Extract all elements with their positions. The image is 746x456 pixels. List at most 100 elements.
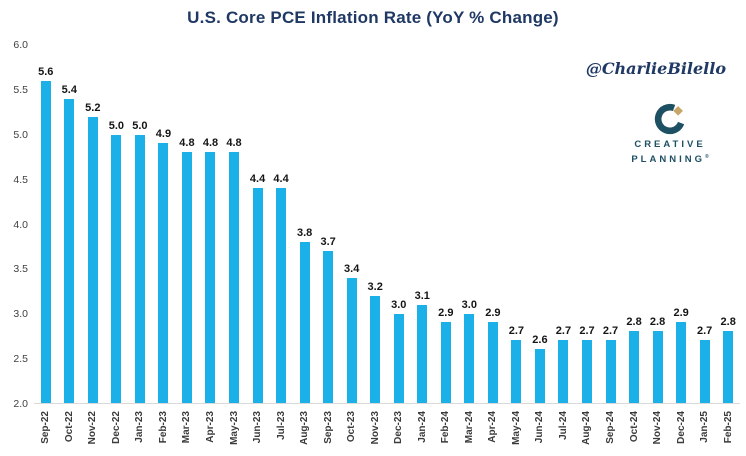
x-tick-cell: Dec-24	[669, 408, 693, 456]
bar-value-label: 4.9	[155, 128, 172, 141]
bar-Jan-25	[699, 340, 710, 403]
x-tick-label: Dec-24	[675, 411, 687, 444]
x-tick-cell: Dec-23	[387, 408, 411, 456]
bar-value-label: 3.2	[367, 280, 383, 293]
x-tick-label: Jan-25	[699, 411, 711, 443]
logo-registered-mark: ®	[704, 154, 709, 160]
x-tick-cell: Aug-24	[575, 408, 599, 456]
bar-column: 2.7	[575, 45, 599, 403]
bar-value-label: 2.8	[720, 316, 736, 329]
x-tick-cell: Oct-24	[622, 408, 646, 456]
x-tick-cell: Feb-24	[434, 408, 458, 456]
bar-Jun-24	[534, 349, 545, 403]
x-tick-label: Dec-22	[110, 411, 122, 444]
x-tick-label: Jun-24	[534, 411, 546, 444]
x-tick-cell: Oct-23	[340, 408, 364, 456]
bar-Sep-23	[323, 250, 334, 403]
bar-value-label: 5.6	[38, 65, 54, 78]
bar-Mar-23	[181, 152, 192, 403]
bar-Dec-22	[111, 134, 122, 403]
x-tick-cell: Nov-23	[363, 408, 387, 456]
x-tick-cell: Apr-24	[481, 408, 505, 456]
bar-Jul-23	[276, 188, 287, 403]
bar-value-label: 2.8	[649, 316, 666, 329]
x-tick-label: Nov-24	[652, 411, 664, 445]
x-tick-label: Nov-23	[369, 411, 381, 445]
bar-value-label: 4.4	[249, 173, 266, 186]
y-tick-label: 4.5	[13, 173, 28, 186]
bar-column: 3.2	[363, 45, 387, 403]
x-tick-cell: Jan-24	[411, 408, 435, 456]
bar-value-label: 2.7	[508, 325, 525, 338]
x-tick-label: Aug-23	[299, 411, 311, 445]
bar-column: 5.6	[34, 45, 58, 403]
x-tick-label: Feb-24	[440, 411, 452, 444]
chart-title: U.S. Core PCE Inflation Rate (YoY % Chan…	[187, 8, 559, 27]
bar-column: 3.7	[316, 45, 340, 403]
x-tick-cell: Jul-24	[552, 408, 576, 456]
bar-column: 3.4	[340, 45, 364, 403]
bar-value-label: 5.2	[85, 101, 101, 114]
bar-column: 5.2	[81, 45, 105, 403]
bar-column: 5.4	[58, 45, 82, 403]
x-tick-cell: May-24	[505, 408, 529, 456]
bar-value-label: 2.8	[626, 316, 642, 329]
bar-value-label: 2.7	[555, 325, 572, 338]
bar-value-label: 2.7	[579, 325, 595, 338]
x-tick-label: Oct-23	[346, 411, 358, 443]
logo-text-planning: PLANNING®	[624, 151, 716, 166]
x-tick-label: Dec-23	[393, 411, 405, 444]
x-tick-label: Jan-24	[416, 411, 428, 443]
bar-column: 5.0	[105, 45, 129, 403]
x-tick-label: Apr-24	[487, 411, 499, 443]
x-tick-cell: Feb-23	[152, 408, 176, 456]
bar-Jul-24	[558, 340, 569, 403]
x-tick-cell: Nov-24	[646, 408, 670, 456]
y-tick-label: 6.0	[13, 39, 28, 51]
bar-value-label: 4.8	[179, 137, 195, 150]
bar-column: 4.8	[222, 45, 246, 403]
bar-value-label: 3.4	[344, 262, 360, 275]
x-tick-cell: Mar-24	[458, 408, 482, 456]
bar-value-label: 3.0	[461, 298, 477, 311]
bar-Nov-22	[87, 116, 98, 403]
bar-Feb-23	[158, 143, 169, 403]
bar-value-label: 5.0	[132, 119, 148, 132]
bar-column: 4.8	[175, 45, 199, 403]
x-tick-label: Jul-23	[275, 411, 287, 440]
x-tick-cell: Sep-23	[316, 408, 340, 456]
x-tick-cell: Aug-23	[293, 408, 317, 456]
x-tick-cell: Jan-25	[693, 408, 717, 456]
bar-Sep-24	[605, 340, 616, 403]
y-tick-label: 4.0	[13, 218, 28, 231]
bar-value-label: 2.9	[673, 307, 689, 320]
bar-Apr-23	[205, 152, 216, 403]
x-axis: Sep-22 Oct-22 Nov-22 Dec-22 Jan-23 Feb-23 Mar-…	[34, 408, 740, 456]
bar-column: 3.1	[411, 45, 435, 403]
bar-column: 2.9	[434, 45, 458, 403]
bar-Jan-23	[134, 134, 145, 403]
x-tick-label: Feb-23	[157, 411, 169, 444]
x-tick-label: Jul-24	[557, 411, 569, 440]
x-tick-label: Jan-23	[134, 411, 146, 443]
x-tick-label: Mar-24	[463, 411, 475, 444]
x-tick-cell: Oct-22	[58, 408, 82, 456]
bar-Oct-24	[629, 331, 640, 403]
bar-value-label: 4.8	[202, 137, 219, 150]
x-tick-label: May-24	[510, 411, 522, 445]
x-tick-cell: Jul-23	[269, 408, 293, 456]
bar-column: 2.6	[528, 45, 552, 403]
x-tick-cell: Nov-22	[81, 408, 105, 456]
bar-Oct-22	[64, 98, 75, 403]
bar-value-label: 3.8	[296, 226, 313, 239]
bar-Mar-24	[464, 313, 475, 403]
plot-area: 5.6 5.4 5.2 5.0 5.0 4.9 4.8 4.8 4.8 4.4 4.4 3.8 3.7 3…	[34, 45, 740, 404]
bar-value-label: 2.7	[602, 325, 619, 338]
bar-value-label: 2.9	[485, 307, 501, 320]
bar-column: 2.8	[646, 45, 670, 403]
bar-Feb-25	[723, 331, 734, 403]
y-tick-label: 5.5	[13, 83, 28, 96]
x-tick-label: Sep-22	[40, 411, 52, 444]
bar-Nov-23	[370, 295, 381, 403]
bar-column: 3.8	[293, 45, 317, 403]
